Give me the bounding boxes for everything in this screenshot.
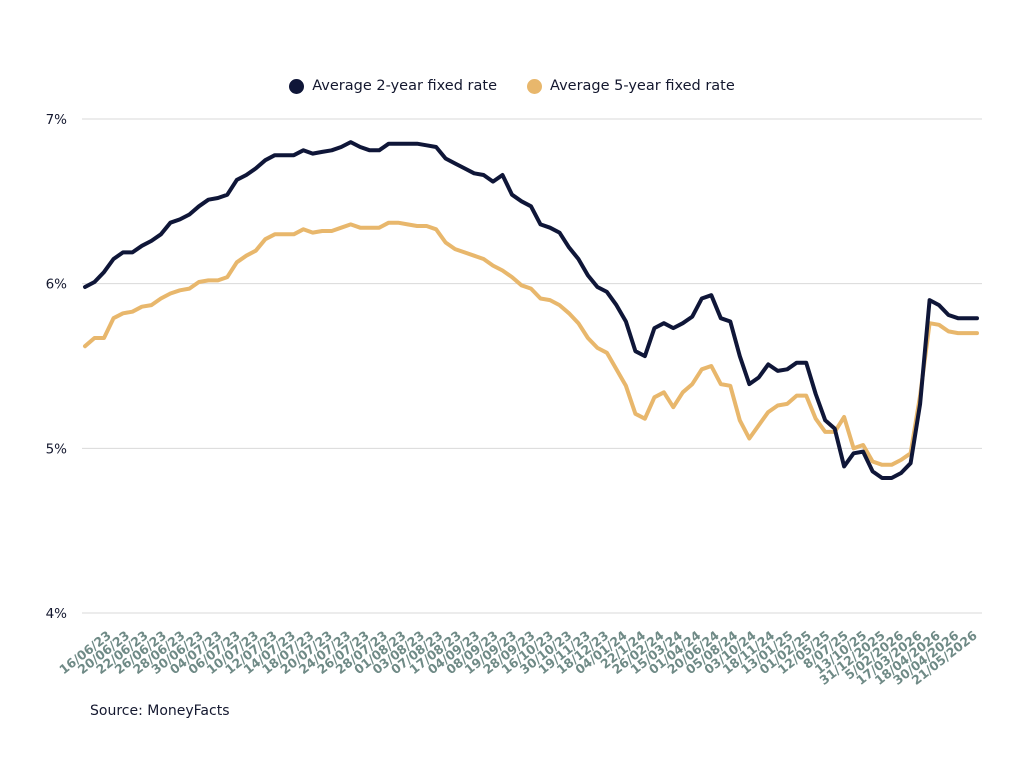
series-line-5-year (83, 220, 979, 467)
legend: Average 2-year fixed rate Average 5-year… (0, 78, 1024, 94)
y-tick-label: 6% (46, 277, 68, 293)
legend-label-5-year: Average 5-year fixed rate (550, 78, 735, 94)
source-note: Source: MoneyFacts (90, 703, 230, 719)
gridlines (82, 118, 982, 614)
y-axis-ticks: 4% 5% 6% 7% (46, 112, 68, 622)
legend-swatch-2-year (289, 78, 305, 94)
y-tick-label: 5% (46, 441, 68, 457)
y-tick-label: 4% (46, 606, 68, 622)
legend-swatch-5-year (527, 78, 542, 94)
legend-item-5-year[interactable]: Average 5-year fixed rate (527, 78, 735, 94)
x-axis-ticks: 16/06/2320/06/2322/06/2326/06/2328/06/23… (56, 627, 980, 688)
legend-label-2-year: Average 2-year fixed rate (312, 78, 497, 94)
y-tick-label: 7% (46, 112, 68, 128)
series-line-2-year (83, 140, 979, 480)
series-lines (83, 140, 979, 480)
legend-item-2-year[interactable]: Average 2-year fixed rate (289, 78, 497, 94)
